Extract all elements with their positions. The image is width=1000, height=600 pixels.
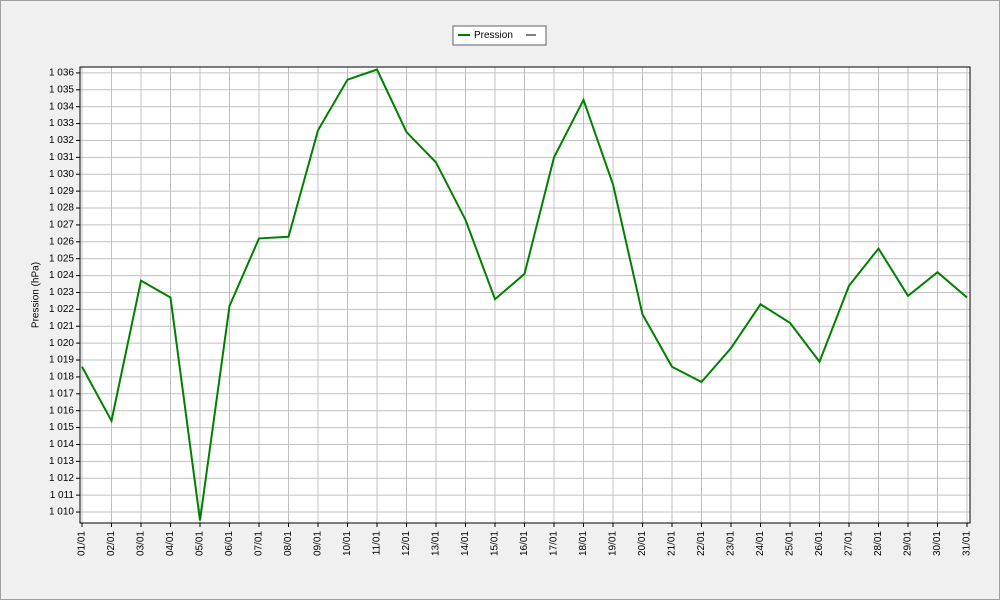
y-tick-label: 1 012 [49, 473, 74, 484]
y-tick-label: 1 025 [49, 253, 74, 264]
legend-box [452, 25, 547, 46]
x-tick-label: 29/01 [903, 531, 914, 556]
y-tick-label: 1 015 [49, 422, 74, 433]
x-tick-label: 20/01 [637, 531, 648, 556]
y-tick-label: 1 035 [49, 84, 74, 95]
x-tick-label: 16/01 [519, 531, 530, 556]
x-tick-label: 27/01 [844, 531, 855, 556]
x-tick-label: 13/01 [431, 531, 442, 556]
x-tick-label: 26/01 [814, 531, 825, 556]
x-tick-label: 10/01 [342, 531, 353, 556]
x-tick-label: 25/01 [785, 531, 796, 556]
x-tick-label: 15/01 [490, 531, 501, 556]
x-tick-label: 24/01 [755, 531, 766, 556]
x-tick-label: 01/01 [77, 531, 88, 556]
x-tick-label: 18/01 [578, 531, 589, 556]
y-tick-label: 1 014 [49, 439, 74, 450]
x-tick-label: 12/01 [401, 531, 412, 556]
y-tick-label: 1 017 [49, 388, 74, 399]
legend: Pression [452, 25, 547, 46]
x-tick-label: 30/01 [932, 531, 943, 556]
y-axis-label: Pression (hPa) [31, 262, 42, 328]
line-series [81, 68, 968, 521]
y-tick-label: 1 013 [49, 456, 74, 467]
y-tick-label: 1 031 [49, 152, 74, 163]
y-tick-label: 1 011 [50, 490, 75, 501]
x-tick-label: 08/01 [283, 531, 294, 556]
y-tick-label: 1 030 [49, 169, 74, 180]
y-tick-label: 1 019 [49, 355, 74, 366]
y-tick-label: 1 022 [49, 304, 74, 315]
y-tick-label: 1 029 [49, 186, 74, 197]
x-tick-label: 22/01 [696, 531, 707, 556]
x-tick-label: 28/01 [873, 531, 884, 556]
y-tick-label: 1 020 [49, 338, 74, 349]
y-tick-label: 1 036 [49, 68, 74, 79]
x-tick-label: 11/01 [372, 531, 383, 556]
legend-label: Pression [474, 30, 513, 41]
x-tick-label: 09/01 [313, 531, 324, 556]
y-tick-label: 1 027 [49, 220, 74, 231]
x-tick-label: 17/01 [549, 531, 560, 556]
x-tick-label: 21/01 [667, 531, 678, 556]
y-tick-label: 1 034 [49, 101, 74, 112]
x-tick-label: 05/01 [195, 531, 206, 556]
x-tick-label: 14/01 [460, 531, 471, 556]
y-tick-label: 1 028 [49, 203, 74, 214]
x-tick-label: 07/01 [254, 531, 265, 556]
y-tick-label: 1 023 [49, 287, 74, 298]
x-tick-label: 31/01 [962, 531, 973, 556]
y-tick-label: 1 024 [49, 270, 74, 281]
y-tick-label: 1 016 [49, 405, 74, 416]
y-tick-label: 1 010 [49, 507, 74, 518]
y-tick-label: 1 021 [49, 321, 74, 332]
x-tick-label: 02/01 [106, 531, 117, 556]
x-tick-label: 04/01 [165, 531, 176, 556]
y-tick-label: 1 033 [49, 118, 74, 129]
x-tick-label: 19/01 [608, 531, 619, 556]
x-tick-label: 03/01 [136, 531, 147, 556]
y-tick-label: 1 032 [49, 135, 74, 146]
x-tick-label: 06/01 [224, 531, 235, 556]
y-tick-label: 1 018 [49, 372, 74, 383]
x-tick-label: 23/01 [726, 531, 737, 556]
y-tick-label: 1 026 [49, 236, 74, 247]
